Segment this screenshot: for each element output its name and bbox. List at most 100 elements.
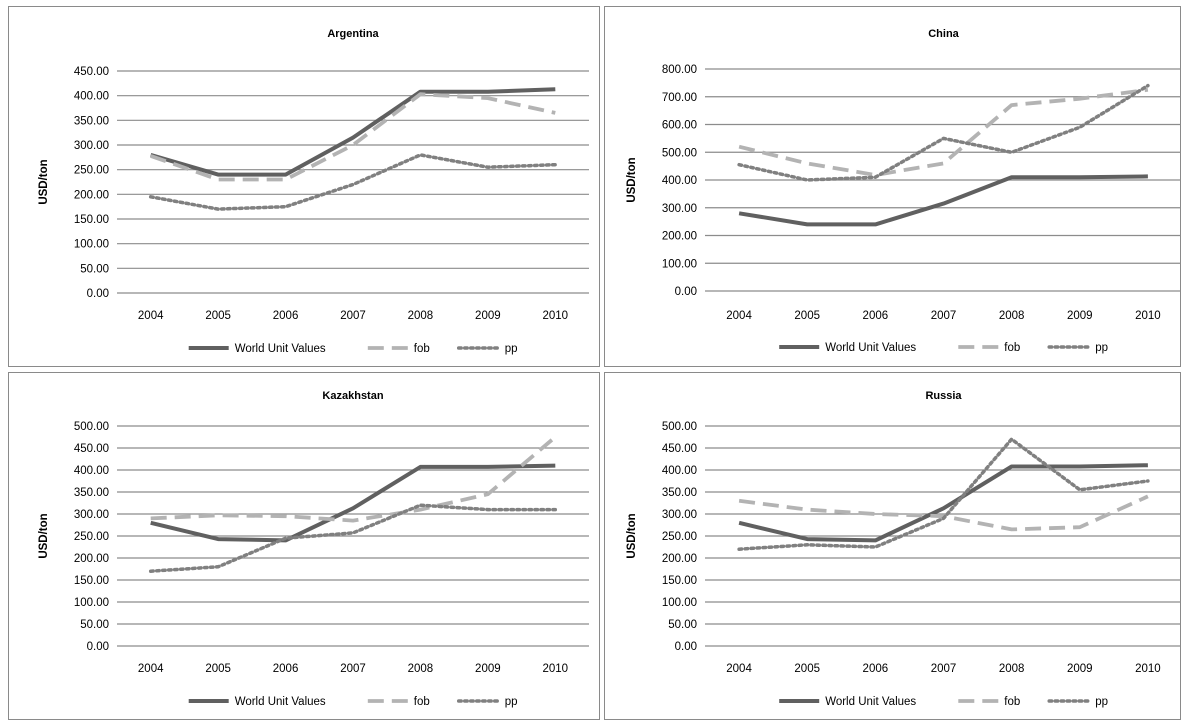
x-tick-label: 2010 <box>542 310 568 322</box>
y-tick-label: 400.00 <box>662 175 697 187</box>
x-tick-label: 2004 <box>726 310 752 322</box>
chart-panel-argentina: Argentina 0.00 50.00 100.00 150.00 200.00 250.… <box>8 6 600 367</box>
y-tick-label: 50.00 <box>80 263 109 275</box>
y-tick-label: 800.00 <box>662 64 697 76</box>
series-line-fob <box>738 87 1149 177</box>
series-line-fob <box>150 92 556 182</box>
y-tick-label: 600.00 <box>662 120 697 132</box>
x-tick-label: 2004 <box>726 663 752 675</box>
chart-svg: Russia 0.00 50.00 100.00 150.00 200.00 250.00 3… <box>626 390 1181 708</box>
y-axis-label: USD/ton <box>626 157 638 202</box>
legend-label-world-unit-values: World Unit Values <box>235 343 326 355</box>
chart-title: Argentina <box>327 28 379 40</box>
legend-label-fob: fob <box>1004 342 1020 354</box>
legend-label-fob: fob <box>414 343 430 355</box>
x-tick-label: 2005 <box>794 310 820 322</box>
x-tick-label: 2010 <box>1135 310 1161 322</box>
chart-svg: Kazakhstan 0.00 50.00 100.00 150.00 200.00 250… <box>38 390 589 708</box>
y-tick-label: 500.00 <box>662 421 697 433</box>
y-tick-label: 50.00 <box>668 619 697 631</box>
x-tick-label: 2010 <box>1135 663 1161 675</box>
y-tick-label: 0.00 <box>87 288 109 300</box>
chart-svg: China 0.00 100.00 200.00 300.00 400.00 500.00 6… <box>626 28 1181 354</box>
series-line-world-unit-values <box>738 463 1148 543</box>
x-tick-label: 2004 <box>138 663 164 675</box>
chart-svg: Argentina 0.00 50.00 100.00 150.00 200.00 250.… <box>38 28 589 355</box>
y-tick-label: 400.00 <box>74 465 109 477</box>
x-tick-label: 2007 <box>931 310 957 322</box>
x-tick-label: 2006 <box>273 663 299 675</box>
x-tick-label: 2005 <box>205 663 231 675</box>
series-line-pp <box>148 503 558 573</box>
x-tick-label: 2006 <box>273 310 299 322</box>
x-tick-label: 2010 <box>542 663 568 675</box>
x-tick-label: 2007 <box>340 663 366 675</box>
legend-label-fob: fob <box>414 696 430 708</box>
x-tick-label: 2007 <box>931 663 957 675</box>
y-axis-label: USD/ton <box>626 513 638 558</box>
chart-title: Russia <box>925 390 962 402</box>
y-tick-label: 300.00 <box>74 509 109 521</box>
y-tick-label: 300.00 <box>662 203 697 215</box>
x-tick-label: 2005 <box>794 663 820 675</box>
x-tick-label: 2006 <box>863 310 889 322</box>
y-tick-label: 250.00 <box>662 531 697 543</box>
legend-label-pp: pp <box>1095 696 1108 708</box>
legend-label-fob: fob <box>1004 696 1020 708</box>
y-tick-label: 250.00 <box>74 165 109 177</box>
chart-title: China <box>928 28 959 40</box>
chart-panel-russia: Russia 0.00 50.00 100.00 150.00 200.00 250.00 3… <box>604 372 1181 720</box>
y-tick-label: 0.00 <box>87 641 109 653</box>
y-tick-label: 100.00 <box>662 597 697 609</box>
y-tick-label: 150.00 <box>74 575 109 587</box>
chart-panel-china: China 0.00 100.00 200.00 300.00 400.00 500.00 6… <box>604 6 1181 367</box>
x-tick-label: 2009 <box>1067 663 1093 675</box>
y-tick-label: 200.00 <box>662 231 697 243</box>
legend-label-world-unit-values: World Unit Values <box>825 342 916 354</box>
x-tick-label: 2008 <box>999 310 1025 322</box>
x-tick-label: 2009 <box>1067 310 1093 322</box>
x-tick-label: 2004 <box>138 310 164 322</box>
series-line-pp <box>148 153 558 211</box>
series-line-world-unit-values <box>150 463 556 543</box>
y-tick-label: 200.00 <box>74 553 109 565</box>
y-tick-label: 250.00 <box>74 531 109 543</box>
legend-label-pp: pp <box>505 343 518 355</box>
y-tick-label: 150.00 <box>662 575 697 587</box>
x-tick-label: 2009 <box>475 663 501 675</box>
y-tick-label: 0.00 <box>675 641 697 653</box>
x-tick-label: 2008 <box>408 310 434 322</box>
y-tick-label: 450.00 <box>74 443 109 455</box>
y-tick-label: 300.00 <box>74 140 109 152</box>
y-tick-label: 0.00 <box>675 286 697 298</box>
chart-title: Kazakhstan <box>322 390 383 402</box>
y-tick-label: 150.00 <box>74 214 109 226</box>
y-tick-label: 100.00 <box>662 258 697 270</box>
y-tick-label: 700.00 <box>662 92 697 104</box>
x-tick-label: 2005 <box>205 310 231 322</box>
y-axis-label: USD/ton <box>38 513 50 558</box>
y-tick-label: 350.00 <box>74 115 109 127</box>
y-tick-label: 500.00 <box>74 421 109 433</box>
y-tick-label: 500.00 <box>662 147 697 159</box>
y-tick-label: 200.00 <box>662 553 697 565</box>
y-tick-label: 300.00 <box>662 509 697 521</box>
series-line-fob <box>738 494 1149 532</box>
legend-label-world-unit-values: World Unit Values <box>825 696 916 708</box>
series-line-pp <box>737 83 1150 182</box>
y-tick-label: 100.00 <box>74 597 109 609</box>
x-tick-label: 2007 <box>340 310 366 322</box>
x-tick-label: 2008 <box>408 663 434 675</box>
y-tick-label: 350.00 <box>74 487 109 499</box>
y-tick-label: 200.00 <box>74 189 109 201</box>
y-axis-label: USD/ton <box>38 159 50 204</box>
y-tick-label: 400.00 <box>662 465 697 477</box>
series-line-fob <box>150 435 557 523</box>
y-tick-label: 350.00 <box>662 487 697 499</box>
series-line-world-unit-values <box>738 174 1148 227</box>
y-tick-label: 100.00 <box>74 239 109 251</box>
x-tick-label: 2006 <box>863 663 889 675</box>
chart-panel-kazakhstan: Kazakhstan 0.00 50.00 100.00 150.00 200.00 250… <box>8 372 600 720</box>
legend-label-pp: pp <box>505 696 518 708</box>
legend-label-world-unit-values: World Unit Values <box>235 696 326 708</box>
